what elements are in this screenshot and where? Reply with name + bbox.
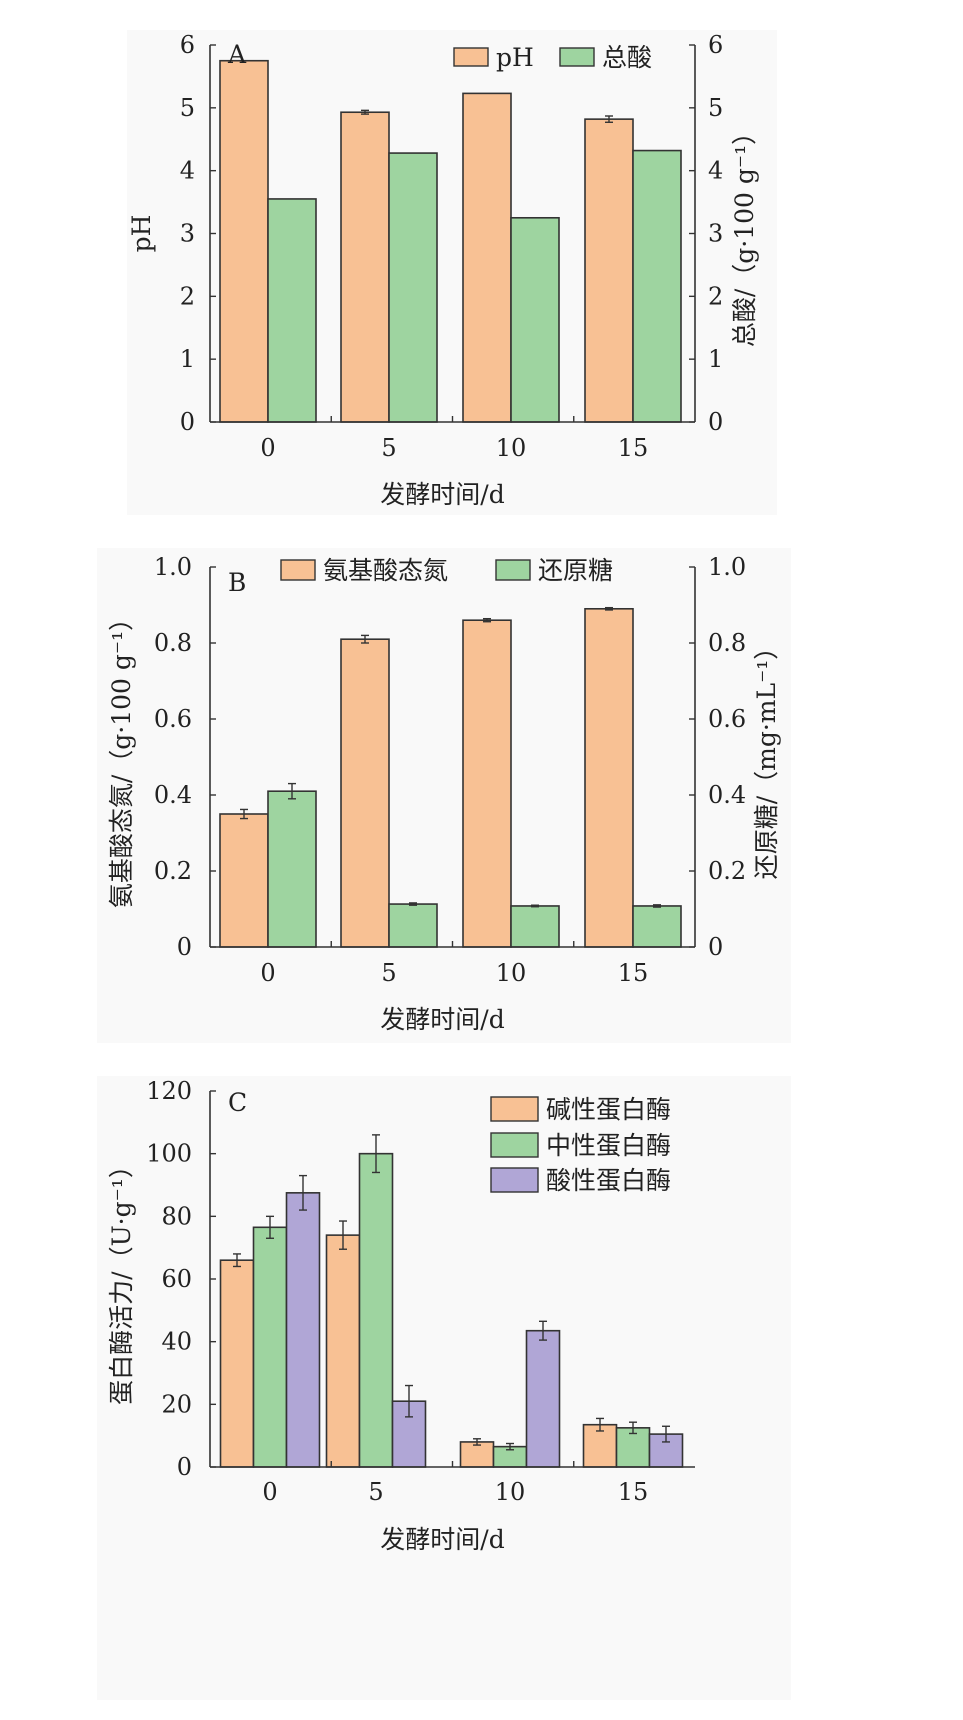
x-tick-label: 10	[495, 1478, 526, 1506]
legend-swatch	[453, 47, 489, 67]
legend-swatch	[495, 559, 531, 581]
bar-还原糖-5	[388, 903, 438, 948]
bar-氨基酸态氮-0	[219, 813, 269, 948]
legend-label: 总酸	[602, 43, 652, 72]
legend-swatch	[490, 1167, 539, 1193]
legend-label: 碱性蛋白酶	[546, 1095, 671, 1124]
y2-tick-label: 1	[708, 345, 723, 373]
bar-氨基酸态氮-5	[340, 638, 390, 948]
y-tick-label: 0.6	[154, 705, 192, 733]
bar-酸性蛋白酶-10	[525, 1329, 561, 1468]
bar-中性蛋白酶-0	[252, 1226, 288, 1468]
y-tick-label: 120	[146, 1077, 192, 1105]
y2-axis-label: 总酸/（g·100 g⁻¹）	[730, 120, 759, 347]
y2-tick-label: 0	[708, 933, 723, 961]
bar-碱性蛋白酶-0	[219, 1259, 255, 1468]
bar-还原糖-15	[632, 905, 682, 948]
y2-tick-label: 0.2	[708, 857, 746, 885]
legend-label: 酸性蛋白酶	[546, 1166, 671, 1195]
x-axis-label: 发酵时间/d	[380, 1005, 504, 1034]
bar-pH-10	[462, 92, 512, 423]
x-tick-label: 15	[618, 959, 649, 987]
y2-tick-label: 3	[708, 220, 723, 248]
legend-label: pH	[496, 43, 534, 72]
panel-label: A	[227, 40, 247, 69]
bar-pH-15	[584, 118, 634, 423]
y-tick-label: 0	[177, 933, 192, 961]
bar-pH-0	[219, 59, 269, 423]
legend-label: 氨基酸态氮	[323, 556, 448, 585]
bar-中性蛋白酶-5	[358, 1152, 394, 1468]
x-tick-label: 0	[260, 959, 275, 987]
y-tick-label: 3	[180, 220, 195, 248]
legend-label: 还原糖	[538, 556, 613, 585]
y2-tick-label: 0.4	[708, 781, 746, 809]
x-axis-label: 发酵时间/d	[380, 1525, 504, 1554]
y-tick-label: 4	[180, 157, 195, 185]
y-tick-label: 1	[180, 345, 195, 373]
y-tick-label: 1.0	[154, 553, 192, 581]
legend-swatch	[490, 1096, 539, 1122]
y2-tick-label: 0	[708, 408, 723, 436]
bar-pH-5	[340, 111, 390, 423]
bar-酸性蛋白酶-0	[285, 1192, 321, 1468]
bar-氨基酸态氮-10	[462, 619, 512, 948]
legend-swatch	[280, 559, 316, 581]
panel-b-chart: 0 0.2 0.4 0.6 0.8 1.0 0 0.2 0.4 0.6 0.8 1.0 0 5 10 15 发酵…	[97, 548, 791, 1043]
panel-c-chart: 0 20 40 60 80 100 120 0 5 10 15 发酵时间/d 蛋白酶活力/（U·g⁻¹）…	[97, 1076, 791, 1700]
panel-label: C	[228, 1088, 247, 1117]
y-tick-label: 0	[177, 1453, 192, 1481]
bar-总酸-5	[388, 152, 438, 423]
bar-中性蛋白酶-15	[615, 1427, 651, 1468]
y2-tick-label: 1.0	[708, 553, 746, 581]
bar-总酸-10	[510, 216, 560, 423]
x-tick-label: 0	[260, 434, 275, 462]
bar-氨基酸态氮-15	[584, 607, 634, 948]
y-tick-label: 40	[161, 1328, 192, 1356]
bar-还原糖-0	[267, 790, 317, 948]
x-tick-label: 5	[368, 1478, 383, 1506]
y-axis-label: 氨基酸态氮/（g·100 g⁻¹）	[107, 606, 136, 908]
x-tick-label: 10	[496, 959, 527, 987]
y-tick-label: 0.2	[154, 857, 192, 885]
y-tick-label: 0.8	[154, 629, 192, 657]
plot-background	[97, 548, 791, 1043]
legend-swatch	[559, 47, 595, 67]
y-tick-label: 80	[161, 1202, 192, 1230]
bar-总酸-0	[267, 198, 317, 423]
panel-label: B	[228, 568, 246, 597]
y-tick-label: 5	[180, 94, 195, 122]
bar-碱性蛋白酶-5	[325, 1234, 361, 1468]
x-tick-label: 15	[618, 1478, 649, 1506]
y-tick-label: 20	[161, 1390, 192, 1418]
y-tick-label: 0.4	[154, 781, 192, 809]
y2-tick-label: 0.6	[708, 705, 746, 733]
y2-tick-label: 2	[708, 282, 723, 310]
x-axis-label: 发酵时间/d	[380, 480, 504, 509]
legend-label: 中性蛋白酶	[546, 1131, 671, 1160]
y-tick-label: 0	[180, 408, 195, 436]
y-axis-label: pH	[127, 215, 156, 253]
x-tick-label: 5	[381, 959, 396, 987]
plot-background	[97, 1076, 791, 1700]
y2-axis-label: 还原糖/（mg·mL⁻¹）	[752, 635, 781, 880]
y-tick-label: 6	[180, 31, 195, 59]
panel-a-chart: 0 1 2 3 4 5 6 0 1 2 3 4 5 6 0 5 10 15 发酵时间/d pH 总酸/（g·100 g⁻…	[127, 30, 777, 515]
x-tick-label: 15	[618, 434, 649, 462]
legend-swatch	[490, 1132, 539, 1158]
y2-tick-label: 5	[708, 94, 723, 122]
y2-tick-label: 4	[708, 157, 723, 185]
y-tick-label: 60	[161, 1265, 192, 1293]
bar-还原糖-10	[510, 905, 560, 948]
y-tick-label: 2	[180, 282, 195, 310]
y-axis-label: 蛋白酶活力/（U·g⁻¹）	[107, 1153, 136, 1405]
y2-tick-label: 6	[708, 31, 723, 59]
y-tick-label: 100	[146, 1140, 192, 1168]
bar-总酸-15	[632, 149, 682, 423]
y2-tick-label: 0.8	[708, 629, 746, 657]
x-tick-label: 0	[262, 1478, 277, 1506]
x-tick-label: 5	[381, 434, 396, 462]
x-tick-label: 10	[496, 434, 527, 462]
